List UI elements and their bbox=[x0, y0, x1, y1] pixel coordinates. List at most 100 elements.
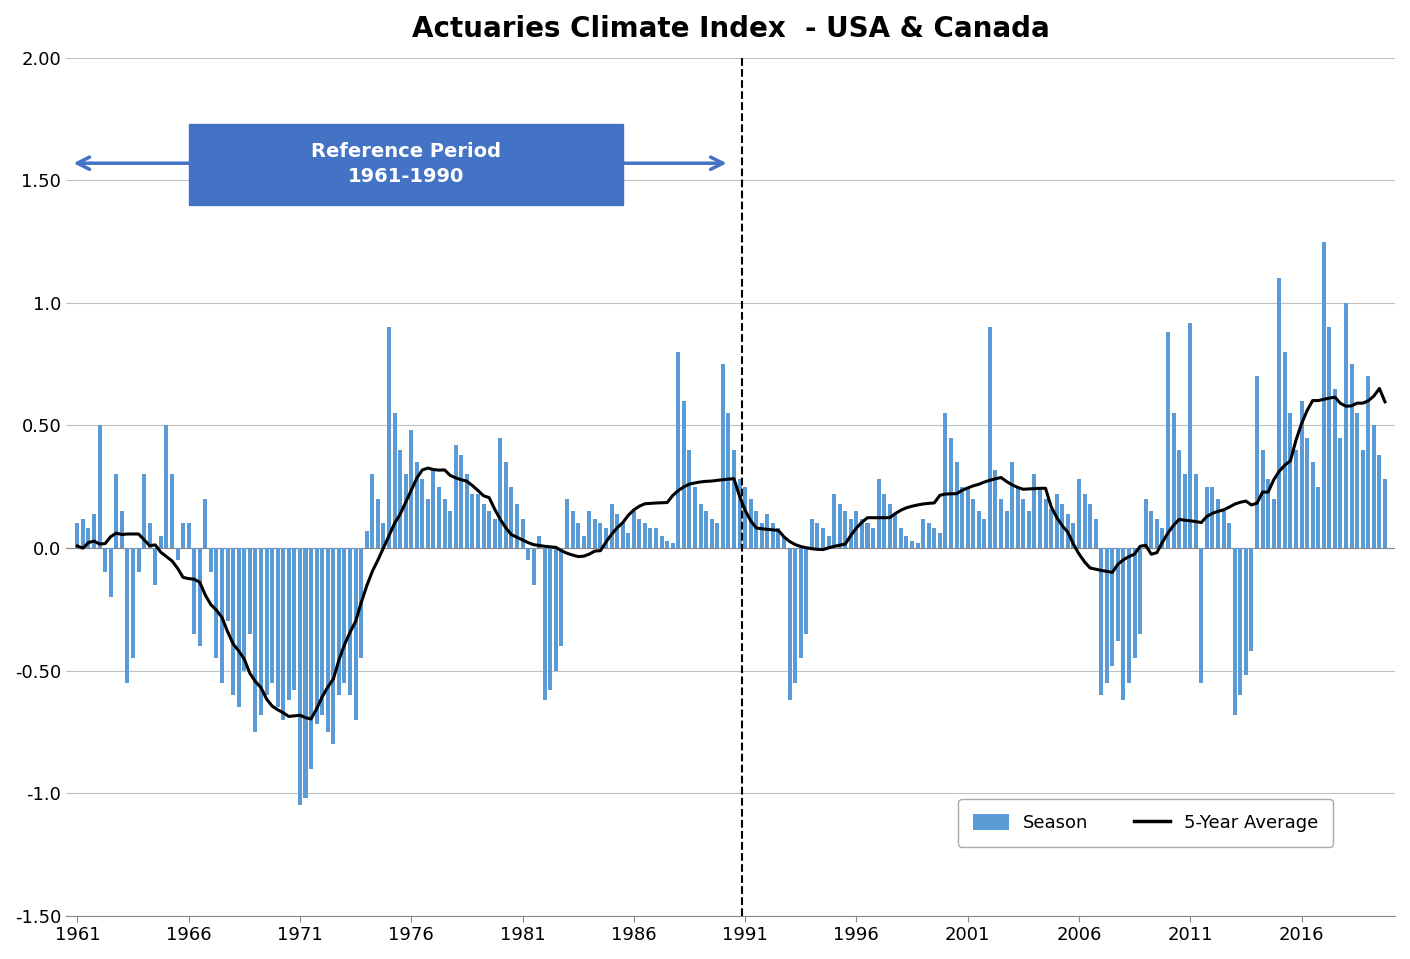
Bar bbox=[120, 511, 124, 548]
Bar bbox=[798, 548, 802, 658]
Bar bbox=[420, 480, 424, 548]
Bar bbox=[226, 548, 230, 621]
Bar bbox=[838, 503, 842, 548]
Bar bbox=[1211, 487, 1214, 548]
Bar bbox=[955, 462, 959, 548]
Bar bbox=[971, 499, 976, 548]
Bar bbox=[443, 499, 447, 548]
Bar bbox=[398, 450, 402, 548]
Bar bbox=[1200, 548, 1203, 683]
Bar bbox=[1244, 548, 1248, 675]
Bar bbox=[983, 519, 987, 548]
Bar bbox=[503, 462, 508, 548]
Bar bbox=[1026, 511, 1031, 548]
Bar bbox=[271, 548, 274, 683]
Bar bbox=[1366, 377, 1371, 548]
Bar bbox=[303, 548, 307, 798]
Bar bbox=[1049, 509, 1053, 548]
Bar bbox=[465, 475, 470, 548]
Bar bbox=[486, 511, 491, 548]
Bar bbox=[1215, 499, 1220, 548]
Bar bbox=[1232, 548, 1237, 714]
Bar bbox=[615, 514, 619, 548]
Bar bbox=[571, 511, 575, 548]
Bar bbox=[1043, 499, 1048, 548]
Bar bbox=[1361, 450, 1365, 548]
Bar bbox=[237, 548, 241, 708]
Bar bbox=[649, 528, 653, 548]
Bar bbox=[1089, 503, 1093, 548]
Title: Actuaries Climate Index  - USA & Canada: Actuaries Climate Index - USA & Canada bbox=[412, 15, 1049, 43]
Bar bbox=[900, 528, 902, 548]
Bar bbox=[360, 548, 364, 658]
Bar bbox=[175, 548, 179, 560]
Bar bbox=[1183, 475, 1187, 548]
Bar bbox=[482, 503, 485, 548]
Bar bbox=[203, 499, 207, 548]
Bar bbox=[348, 548, 352, 695]
Bar bbox=[715, 524, 719, 548]
Bar bbox=[520, 519, 525, 548]
Bar bbox=[815, 524, 819, 548]
Bar bbox=[454, 445, 458, 548]
Bar bbox=[1055, 494, 1059, 548]
Bar bbox=[637, 519, 642, 548]
Bar bbox=[709, 519, 713, 548]
Text: Reference Period
1961-1990: Reference Period 1961-1990 bbox=[310, 143, 501, 186]
Bar bbox=[437, 487, 441, 548]
Bar bbox=[1355, 413, 1359, 548]
Bar bbox=[415, 462, 419, 548]
Bar bbox=[698, 503, 702, 548]
Bar bbox=[286, 548, 290, 700]
Bar bbox=[103, 548, 107, 573]
Bar bbox=[220, 548, 224, 683]
Bar bbox=[660, 536, 664, 548]
Bar bbox=[726, 413, 730, 548]
Bar bbox=[471, 494, 474, 548]
Bar bbox=[671, 543, 675, 548]
Bar bbox=[749, 499, 753, 548]
Bar bbox=[1021, 499, 1025, 548]
Bar bbox=[1277, 278, 1282, 548]
Bar bbox=[1105, 548, 1108, 683]
Bar bbox=[509, 487, 513, 548]
Bar bbox=[148, 524, 152, 548]
Bar bbox=[1238, 548, 1242, 695]
Bar bbox=[548, 548, 553, 690]
Bar bbox=[1206, 487, 1208, 548]
Bar bbox=[849, 519, 853, 548]
Bar bbox=[526, 548, 530, 560]
Bar bbox=[537, 536, 541, 548]
Bar bbox=[231, 548, 235, 695]
Bar bbox=[331, 548, 336, 744]
Bar bbox=[1121, 548, 1125, 700]
Bar bbox=[1144, 499, 1148, 548]
Bar bbox=[431, 470, 436, 548]
Bar bbox=[343, 548, 347, 683]
Bar bbox=[788, 548, 791, 700]
Bar bbox=[197, 548, 202, 646]
Bar bbox=[1194, 475, 1198, 548]
Bar bbox=[80, 519, 85, 548]
Bar bbox=[1338, 437, 1342, 548]
Bar bbox=[1072, 524, 1076, 548]
Bar bbox=[1110, 548, 1114, 666]
Bar bbox=[381, 524, 385, 548]
Bar bbox=[125, 548, 130, 683]
Bar bbox=[159, 536, 162, 548]
Bar bbox=[1316, 487, 1320, 548]
Bar bbox=[1344, 303, 1348, 548]
Bar bbox=[1227, 524, 1231, 548]
Bar bbox=[1155, 519, 1159, 548]
Bar bbox=[632, 511, 636, 548]
Bar bbox=[131, 548, 135, 658]
Bar bbox=[298, 548, 302, 806]
Bar bbox=[1127, 548, 1131, 683]
Bar bbox=[821, 528, 825, 548]
Bar bbox=[1272, 499, 1276, 548]
Bar bbox=[1306, 437, 1308, 548]
Bar bbox=[1172, 413, 1176, 548]
Bar bbox=[732, 450, 736, 548]
Bar bbox=[704, 511, 708, 548]
Bar bbox=[192, 548, 196, 634]
